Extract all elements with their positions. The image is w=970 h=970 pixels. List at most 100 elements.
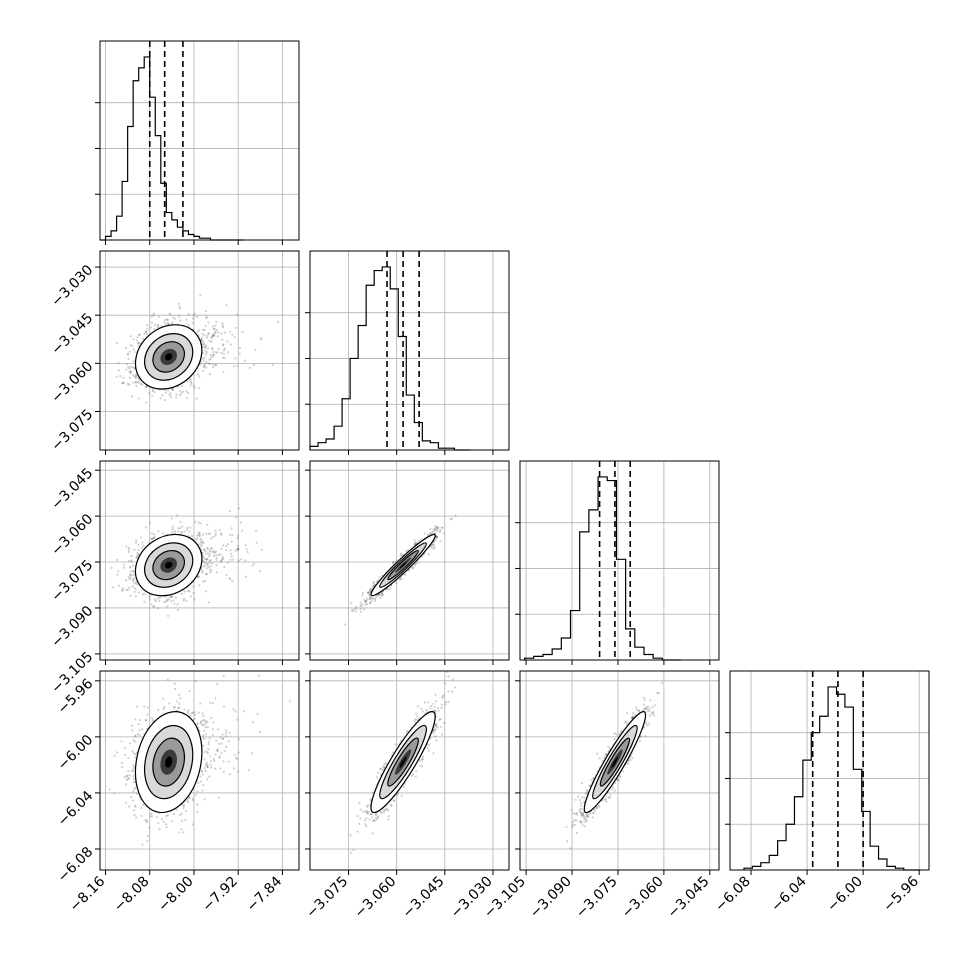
sample-point	[197, 781, 200, 785]
sample-point	[166, 614, 170, 617]
sample-point	[204, 324, 207, 328]
sample-point	[195, 538, 198, 541]
sample-point	[368, 589, 371, 592]
sample-point	[204, 366, 208, 369]
sample-point	[372, 585, 375, 588]
sample-point	[128, 577, 131, 581]
sample-point	[364, 600, 367, 603]
sample-point	[207, 532, 210, 536]
sample-point	[154, 600, 157, 603]
sample-point	[227, 351, 230, 354]
sample-point	[164, 600, 168, 603]
sample-point	[404, 573, 407, 576]
sample-point	[231, 333, 234, 336]
sample-point	[413, 543, 416, 546]
sample-point	[370, 597, 373, 601]
sample-point	[221, 737, 224, 740]
sample-point	[414, 541, 417, 544]
sample-point	[157, 315, 160, 318]
histogram-step-0	[100, 56, 244, 241]
sample-point	[192, 384, 195, 387]
sample-point	[189, 380, 192, 383]
sample-point	[182, 599, 185, 602]
sample-point	[189, 526, 192, 529]
sample-point	[226, 340, 229, 343]
sample-point	[202, 341, 206, 344]
sample-point	[208, 568, 211, 571]
sample-point	[437, 526, 440, 530]
sample-point	[215, 556, 218, 560]
sample-point	[212, 354, 215, 357]
sample-point	[197, 575, 200, 578]
sample-point	[169, 313, 172, 316]
sample-point	[225, 304, 228, 307]
sample-point	[210, 716, 213, 720]
sample-point	[408, 569, 411, 572]
sample-point	[381, 593, 384, 596]
sample-point	[207, 740, 210, 743]
sample-point	[132, 373, 135, 377]
sample-point	[430, 531, 434, 534]
sample-point	[220, 547, 223, 550]
sample-point	[207, 321, 210, 324]
sample-point	[238, 346, 242, 350]
sample-point	[127, 550, 131, 553]
sample-point	[204, 764, 208, 767]
sample-point	[188, 590, 191, 593]
sample-point	[222, 760, 225, 763]
sample-point	[158, 828, 161, 831]
sample-point	[150, 812, 153, 815]
sample-point	[176, 608, 180, 612]
sample-point	[127, 352, 130, 356]
sample-point	[125, 545, 128, 548]
sample-point	[145, 332, 148, 335]
sample-point	[129, 577, 133, 580]
sample-point	[146, 834, 150, 838]
sample-point	[200, 337, 203, 340]
sample-point	[205, 558, 208, 561]
sample-point	[169, 600, 173, 603]
sample-point	[117, 584, 120, 587]
sample-point	[361, 594, 364, 597]
sample-point	[164, 318, 167, 321]
sample-point	[196, 534, 199, 537]
sample-point	[185, 390, 188, 393]
sample-point	[375, 595, 378, 598]
sample-point	[156, 324, 160, 327]
sample-point	[391, 561, 395, 564]
sample-point	[142, 337, 145, 341]
sample-point	[175, 396, 178, 399]
sample-point	[161, 532, 165, 535]
sample-point	[234, 710, 237, 713]
sample-point	[214, 331, 217, 335]
sample-point	[197, 533, 200, 536]
sample-point	[225, 745, 228, 748]
sample-point	[188, 690, 191, 693]
sample-point	[361, 603, 364, 606]
sample-point	[214, 324, 217, 327]
sample-point	[416, 561, 419, 564]
sample-point	[376, 579, 379, 582]
sample-point	[399, 554, 402, 557]
sample-point	[158, 599, 161, 603]
sample-point	[198, 532, 201, 535]
sample-point	[173, 530, 176, 533]
sample-point	[168, 595, 172, 598]
sample-point	[197, 521, 200, 524]
sample-point	[209, 537, 213, 540]
sample-point	[132, 348, 135, 351]
sample-point	[151, 389, 154, 392]
sample-point	[203, 579, 207, 583]
sample-point	[164, 323, 168, 326]
sample-point	[113, 792, 116, 795]
sample-point	[178, 394, 182, 397]
sample-point	[134, 595, 138, 598]
sample-point	[172, 706, 176, 709]
sample-point	[400, 577, 403, 580]
sample-point	[128, 586, 131, 589]
sample-point	[135, 541, 138, 544]
panel-frame	[99, 250, 300, 451]
sample-point	[221, 356, 225, 359]
sample-point	[200, 544, 203, 547]
sample-point	[197, 711, 200, 714]
